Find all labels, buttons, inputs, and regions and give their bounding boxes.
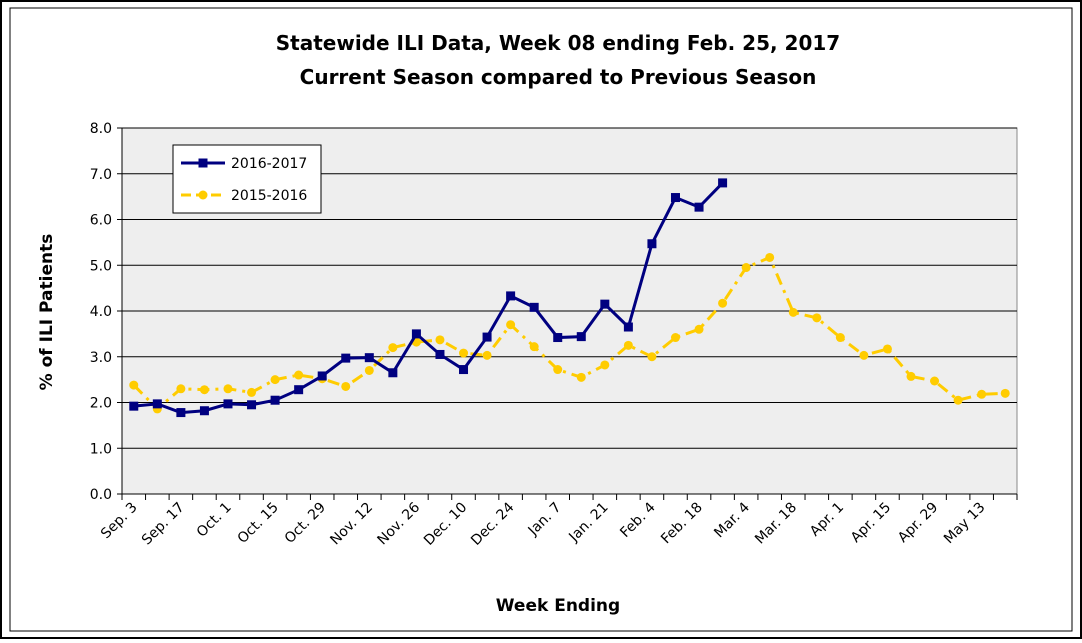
point bbox=[152, 399, 162, 409]
point bbox=[482, 350, 492, 360]
point bbox=[1000, 388, 1010, 398]
point bbox=[317, 371, 327, 381]
legend-label: 2015-2016 bbox=[231, 188, 307, 204]
point bbox=[294, 385, 304, 395]
y-tick-label: 4.0 bbox=[90, 304, 112, 320]
y-tick-label: 3.0 bbox=[90, 350, 112, 366]
point bbox=[977, 389, 987, 399]
point bbox=[270, 375, 280, 385]
point bbox=[647, 239, 657, 249]
point bbox=[623, 340, 633, 350]
point bbox=[388, 343, 398, 353]
legend-marker bbox=[198, 158, 208, 168]
point bbox=[553, 333, 563, 343]
point bbox=[341, 353, 351, 363]
point bbox=[459, 348, 469, 358]
legend-label: 2016-2017 bbox=[231, 156, 307, 172]
point bbox=[788, 307, 798, 317]
y-tick-label: 5.0 bbox=[90, 258, 112, 274]
point bbox=[341, 381, 351, 391]
point bbox=[199, 406, 209, 416]
point bbox=[718, 178, 728, 188]
point bbox=[670, 193, 680, 203]
x-axis-title: Week Ending bbox=[496, 596, 620, 616]
point bbox=[247, 400, 257, 410]
point bbox=[176, 408, 186, 418]
point bbox=[482, 332, 492, 342]
legend bbox=[172, 144, 322, 214]
point bbox=[529, 302, 539, 312]
point bbox=[223, 399, 233, 409]
point bbox=[670, 333, 680, 343]
chart-subtitle: Current Season compared to Previous Seas… bbox=[300, 65, 817, 89]
point bbox=[223, 384, 233, 394]
y-tick-label: 0.0 bbox=[90, 487, 112, 503]
point bbox=[882, 344, 892, 354]
point bbox=[576, 332, 586, 342]
y-tick-label: 1.0 bbox=[90, 441, 112, 457]
point bbox=[199, 385, 209, 395]
point bbox=[765, 252, 775, 262]
point bbox=[506, 320, 516, 330]
y-tick-label: 8.0 bbox=[90, 121, 112, 137]
y-axis-title: % of ILI Patients bbox=[37, 234, 57, 391]
point bbox=[459, 365, 469, 375]
point bbox=[741, 263, 751, 273]
point bbox=[859, 350, 869, 360]
point bbox=[506, 291, 516, 301]
point bbox=[576, 372, 586, 382]
point bbox=[694, 202, 704, 212]
chart-border bbox=[9, 7, 1073, 632]
y-tick-label: 2.0 bbox=[90, 396, 112, 412]
point bbox=[270, 395, 280, 405]
point bbox=[906, 371, 916, 381]
point bbox=[529, 342, 539, 352]
point bbox=[129, 380, 139, 390]
y-tick-label: 6.0 bbox=[90, 213, 112, 229]
point bbox=[600, 299, 610, 309]
point bbox=[623, 322, 633, 332]
point bbox=[694, 324, 704, 334]
y-tick-label: 7.0 bbox=[90, 167, 112, 183]
point bbox=[364, 353, 374, 363]
point bbox=[411, 329, 421, 339]
point bbox=[435, 349, 445, 359]
point bbox=[176, 384, 186, 394]
point bbox=[129, 401, 139, 411]
point bbox=[364, 365, 374, 375]
chart-title: Statewide ILI Data, Week 08 ending Feb. … bbox=[276, 31, 840, 55]
point bbox=[247, 387, 257, 397]
point bbox=[388, 368, 398, 378]
point bbox=[294, 370, 304, 380]
point bbox=[718, 298, 728, 308]
point bbox=[812, 313, 822, 323]
point bbox=[930, 376, 940, 386]
point bbox=[435, 335, 445, 345]
point bbox=[553, 365, 563, 375]
point bbox=[835, 333, 845, 343]
point bbox=[600, 360, 610, 370]
point bbox=[647, 352, 657, 362]
point bbox=[953, 395, 963, 405]
legend-marker bbox=[198, 190, 208, 200]
